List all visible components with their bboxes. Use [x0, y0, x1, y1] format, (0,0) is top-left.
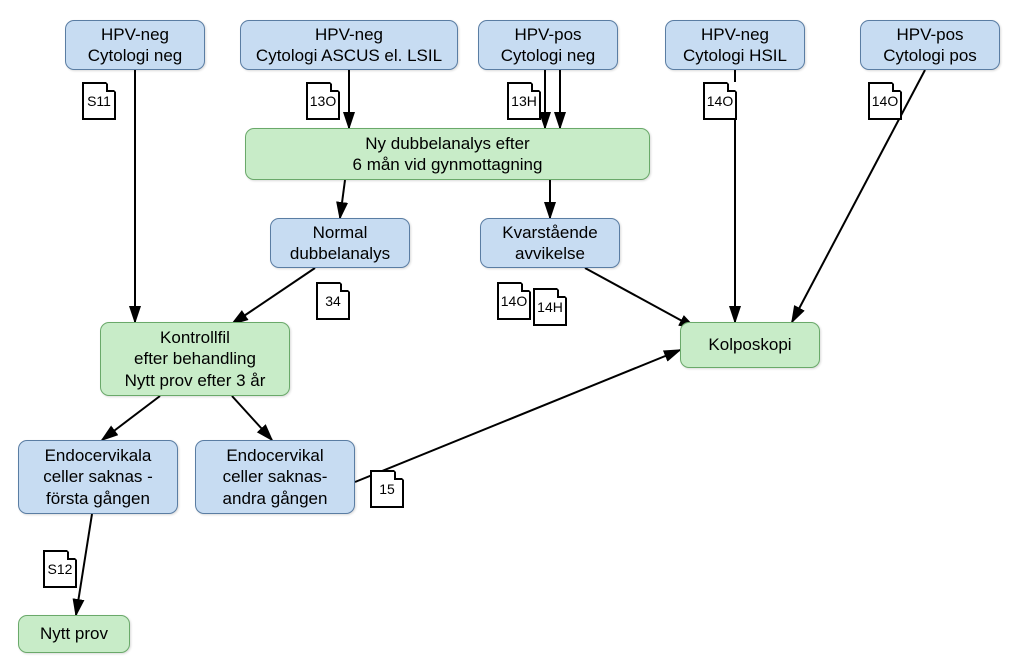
doc-d6: 34: [316, 282, 350, 320]
doc-d3: 13H: [507, 82, 541, 120]
node-n10: Kolposkopi: [680, 322, 820, 368]
doc-d9: 15: [370, 470, 404, 508]
flowchart-canvas: HPV-neg Cytologi neg HPV-neg Cytologi ASC…: [0, 0, 1024, 672]
edge-6: [340, 180, 345, 218]
doc-d8: 14H: [533, 288, 567, 326]
edge-8: [232, 268, 315, 324]
doc-d1: S11: [82, 82, 116, 120]
doc-d4: 14O: [703, 82, 737, 120]
doc-d10: S12: [43, 550, 77, 588]
edge-12: [76, 514, 92, 615]
node-n12: Endocervikal celler saknas- andra gången: [195, 440, 355, 514]
node-n9: Kontrollfil efter behandling Nytt prov e…: [100, 322, 290, 396]
node-n7: Normal dubbelanalys: [270, 218, 410, 268]
node-n4: HPV-neg Cytologi HSIL: [665, 20, 805, 70]
node-n11: Endocervikala celler saknas - första gån…: [18, 440, 178, 514]
node-n13: Nytt prov: [18, 615, 130, 653]
doc-d2: 13O: [306, 82, 340, 120]
node-n2: HPV-neg Cytologi ASCUS el. LSIL: [240, 20, 458, 70]
node-n1: HPV-neg Cytologi neg: [65, 20, 205, 70]
doc-d5: 14O: [868, 82, 902, 120]
edge-10: [102, 396, 160, 440]
edge-11: [232, 396, 272, 440]
node-n3: HPV-pos Cytologi neg: [478, 20, 618, 70]
edge-5: [792, 70, 925, 322]
edge-9: [585, 268, 695, 328]
node-n8: Kvarstående avvikelse: [480, 218, 620, 268]
doc-d7: 14O: [497, 282, 531, 320]
node-n5: HPV-pos Cytologi pos: [860, 20, 1000, 70]
node-n6: Ny dubbelanalys efter 6 mån vid gynmotta…: [245, 128, 650, 180]
edge-13: [355, 350, 680, 482]
